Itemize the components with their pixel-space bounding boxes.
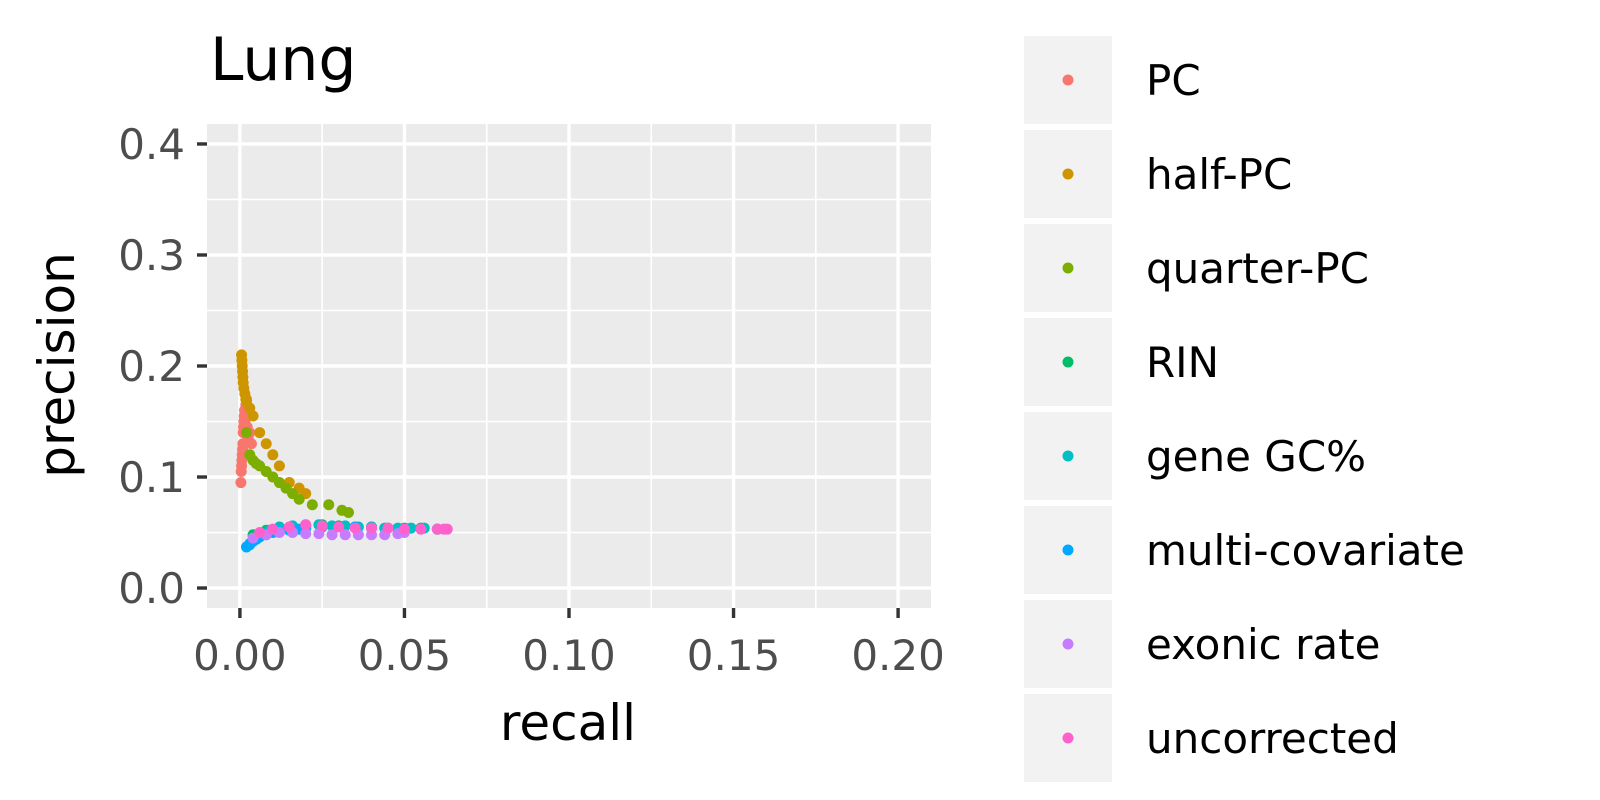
legend-label: half-PC — [1146, 150, 1292, 199]
data-point — [283, 521, 295, 533]
legend: PC half-PC quarter-PC RIN gene GC% multi-cova… — [1024, 36, 1465, 782]
data-points — [235, 349, 453, 553]
legend-label: PC — [1146, 56, 1201, 105]
legend-label: multi-covariate — [1146, 526, 1465, 575]
chart-title: Lung — [210, 25, 357, 95]
legend-label: quarter-PC — [1146, 244, 1369, 293]
x-tick-label: 0.15 — [687, 631, 781, 680]
data-point — [240, 427, 252, 439]
legend-swatch — [1062, 74, 1074, 86]
legend-label: gene GC% — [1146, 432, 1366, 481]
y-tick-label: 0.4 — [118, 120, 185, 169]
y-tick-label: 0.1 — [118, 453, 185, 502]
data-point — [306, 499, 318, 511]
y-axis-title: precision — [28, 252, 86, 478]
legend-swatch — [1062, 262, 1074, 274]
legend-swatch — [1062, 356, 1074, 368]
series-half-pc — [236, 349, 312, 500]
series-uncorrected — [254, 519, 453, 539]
y-tick-label: 0.3 — [118, 231, 185, 280]
data-point — [382, 522, 394, 534]
data-point — [326, 529, 338, 541]
x-axis-title: recall — [500, 694, 636, 752]
legend-swatch — [1062, 732, 1074, 744]
legend-label: exonic rate — [1146, 620, 1380, 669]
data-point — [300, 519, 312, 531]
data-point — [323, 499, 335, 511]
series-exonic-rate — [247, 527, 410, 544]
data-point — [300, 528, 312, 540]
legend-swatch — [1062, 168, 1074, 180]
data-point — [343, 507, 355, 519]
y-tick-label: 0.0 — [118, 564, 185, 613]
data-point — [316, 520, 328, 532]
data-point — [349, 522, 361, 534]
x-tick-label: 0.10 — [522, 631, 616, 680]
x-tick-label: 0.00 — [193, 631, 287, 680]
legend-label: RIN — [1146, 338, 1219, 387]
data-point — [441, 523, 453, 535]
series-quarter-pc — [240, 427, 355, 519]
axis-ticks: 0.00 0.05 0.10 0.15 0.20 0.0 0.1 0.2 0.3 0.4 — [118, 120, 945, 680]
x-tick-label: 0.20 — [851, 631, 945, 680]
data-point — [245, 438, 257, 450]
legend-swatch — [1062, 544, 1074, 556]
data-point — [254, 527, 266, 539]
data-point — [267, 523, 279, 535]
data-point — [398, 523, 410, 535]
data-point — [267, 449, 279, 461]
data-point — [273, 460, 285, 472]
data-point — [339, 529, 351, 541]
data-point — [415, 523, 427, 535]
data-point — [366, 522, 378, 534]
data-point — [293, 493, 305, 505]
data-point — [247, 410, 259, 422]
x-tick-label: 0.05 — [358, 631, 452, 680]
data-point — [254, 427, 266, 439]
legend-swatch — [1062, 638, 1074, 650]
legend-label: uncorrected — [1146, 714, 1399, 763]
data-point — [260, 438, 272, 450]
y-tick-label: 0.2 — [118, 342, 185, 391]
legend-swatch — [1062, 450, 1074, 462]
data-point — [333, 521, 345, 533]
data-point — [235, 477, 247, 489]
